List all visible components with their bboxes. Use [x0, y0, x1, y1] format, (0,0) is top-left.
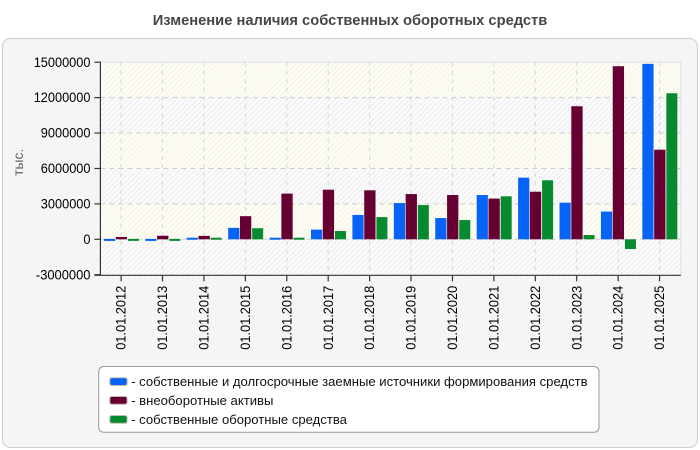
- svg-text:3000000: 3000000: [41, 195, 91, 211]
- svg-text:01.01.2017: 01.01.2017: [320, 286, 336, 350]
- svg-text:01.01.2019: 01.01.2019: [403, 286, 419, 350]
- svg-text:01.01.2018: 01.01.2018: [361, 286, 377, 350]
- svg-text:01.01.2013: 01.01.2013: [154, 286, 170, 350]
- svg-text:0: 0: [83, 231, 90, 247]
- svg-text:01.01.2024: 01.01.2024: [610, 286, 626, 350]
- svg-text:01.01.2025: 01.01.2025: [651, 286, 667, 350]
- svg-text:Изменение наличия собственных: Изменение наличия собственных оборотных …: [153, 13, 548, 29]
- svg-text:9000000: 9000000: [41, 125, 91, 141]
- svg-text:- собственные оборотные средст: - собственные оборотные средства: [131, 412, 347, 427]
- svg-text:01.01.2022: 01.01.2022: [527, 286, 543, 350]
- svg-text:01.01.2023: 01.01.2023: [568, 286, 584, 350]
- svg-text:01.01.2016: 01.01.2016: [278, 286, 294, 350]
- svg-text:01.01.2014: 01.01.2014: [196, 286, 212, 350]
- svg-text:01.01.2015: 01.01.2015: [237, 286, 253, 350]
- svg-text:15000000: 15000000: [34, 54, 91, 70]
- svg-text:тыс.: тыс.: [10, 149, 26, 176]
- svg-text:01.01.2021: 01.01.2021: [485, 286, 501, 350]
- svg-text:- внеоборотные активы: - внеоборотные активы: [131, 393, 273, 408]
- svg-text:01.01.2020: 01.01.2020: [444, 286, 460, 350]
- svg-text:- собственные и долгосрочные з: - собственные и долгосрочные заемные ист…: [131, 374, 587, 389]
- svg-text:01.01.2012: 01.01.2012: [113, 286, 129, 350]
- svg-text:-3000000: -3000000: [36, 266, 91, 282]
- svg-text:6000000: 6000000: [41, 160, 91, 176]
- svg-text:12000000: 12000000: [34, 89, 91, 105]
